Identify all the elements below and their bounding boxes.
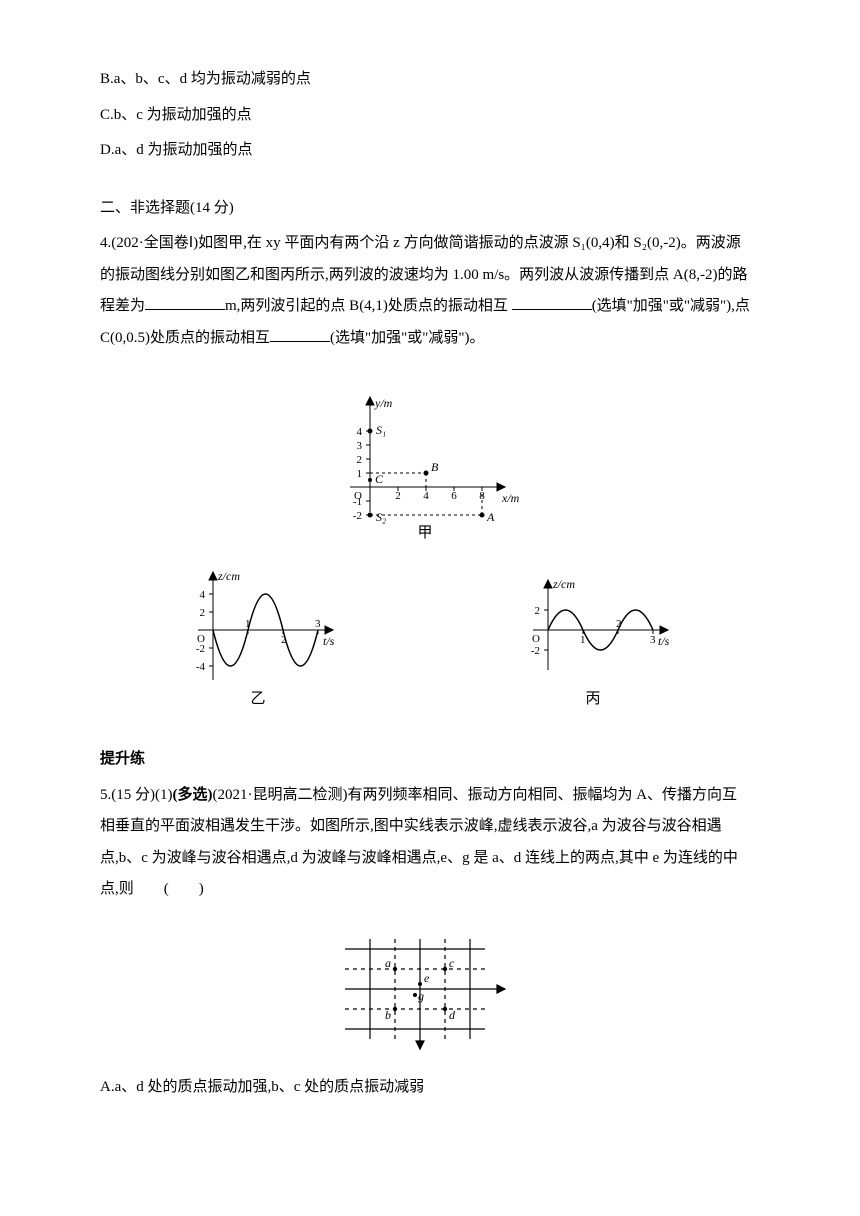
lbl-d: d	[449, 1008, 456, 1022]
svg-text:1: 1	[245, 618, 251, 630]
svg-text:6: 6	[451, 490, 457, 502]
pt-s2: S₂	[376, 510, 386, 524]
lbl-b: b	[385, 1008, 391, 1022]
svg-text:8: 8	[479, 490, 485, 502]
svg-text:O: O	[532, 633, 540, 645]
section2-heading: 二、非选择题(14 分)	[100, 193, 750, 225]
q4-textC: (选填"加强"或"减弱")。	[330, 330, 484, 346]
svg-text:4: 4	[199, 589, 205, 601]
xlabel-jia: x/m	[501, 491, 520, 505]
pt-a: A	[486, 510, 495, 524]
svg-text:-4: -4	[195, 661, 205, 673]
figure-q5: a b c d e g	[100, 924, 750, 1054]
blank-2	[512, 295, 592, 310]
blank-1	[145, 295, 225, 310]
svg-text:2: 2	[357, 454, 363, 466]
lbl-c: c	[449, 956, 455, 970]
caption-jia: 甲	[417, 525, 432, 541]
opt-d: D.a、d 为振动加强的点	[100, 135, 750, 167]
ylabel-bing: z/cm	[552, 577, 575, 591]
svg-text:-2: -2	[530, 645, 539, 657]
svg-text:3: 3	[357, 440, 363, 452]
svg-text:2: 2	[199, 607, 205, 619]
svg-text:-1: -1	[353, 496, 362, 508]
pt-c: C	[375, 472, 384, 486]
lbl-a: a	[385, 956, 391, 970]
opt-b: B.a、b、c、d 均为振动减弱的点	[100, 64, 750, 96]
svg-text:2: 2	[395, 490, 401, 502]
svg-text:2: 2	[281, 634, 287, 646]
svg-text:-2: -2	[353, 510, 362, 522]
xlabel-yi: t/s	[323, 634, 335, 648]
svg-text:3: 3	[650, 634, 656, 646]
svg-text:4: 4	[423, 490, 429, 502]
lbl-g: g	[418, 989, 424, 1003]
svg-text:2: 2	[534, 605, 540, 617]
boost-heading: 提升练	[100, 744, 750, 776]
svg-text:4: 4	[357, 426, 363, 438]
q4-text: 4.(202·全国卷Ⅰ)如图甲,在 xy 平面内有两个沿 z 方向做简谐振动的点…	[100, 228, 750, 354]
pt-s1: S₁	[376, 423, 386, 437]
svg-text:-2: -2	[195, 643, 204, 655]
svg-text:1: 1	[357, 468, 363, 480]
ylabel-jia: y/m	[374, 396, 393, 410]
opt-c: C.b、c 为振动加强的点	[100, 100, 750, 132]
caption-bing: 丙	[585, 691, 600, 707]
svg-text:3: 3	[315, 618, 321, 630]
figure-jia: y/m x/m O 4 3 2 1 -1 -2 2 4 6 8 S₁ S₂ B …	[100, 372, 750, 542]
svg-text:1: 1	[580, 634, 586, 646]
q5-optA: A.a、d 处的质点振动加强,b、c 处的质点振动减弱	[100, 1072, 750, 1104]
lbl-e: e	[424, 971, 430, 985]
q5-text: 5.(15 分)(1)(多选)(2021·昆明高二检测)有两列频率相同、振动方向…	[100, 780, 750, 906]
pt-b: B	[431, 460, 439, 474]
ylabel-yi: z/cm	[217, 569, 240, 583]
xlabel-bing: t/s	[658, 634, 670, 648]
blank-3	[270, 327, 330, 342]
caption-yi: 乙	[250, 691, 265, 707]
svg-text:2: 2	[616, 618, 622, 630]
q4-unitA: m,两列波引起的点 B(4,1)处质点的振动相互	[225, 298, 508, 314]
figure-row-yibing: z/cm t/s O 2 4 -2 -4 1 2 3 乙 z/cm t/s O …	[100, 560, 750, 710]
